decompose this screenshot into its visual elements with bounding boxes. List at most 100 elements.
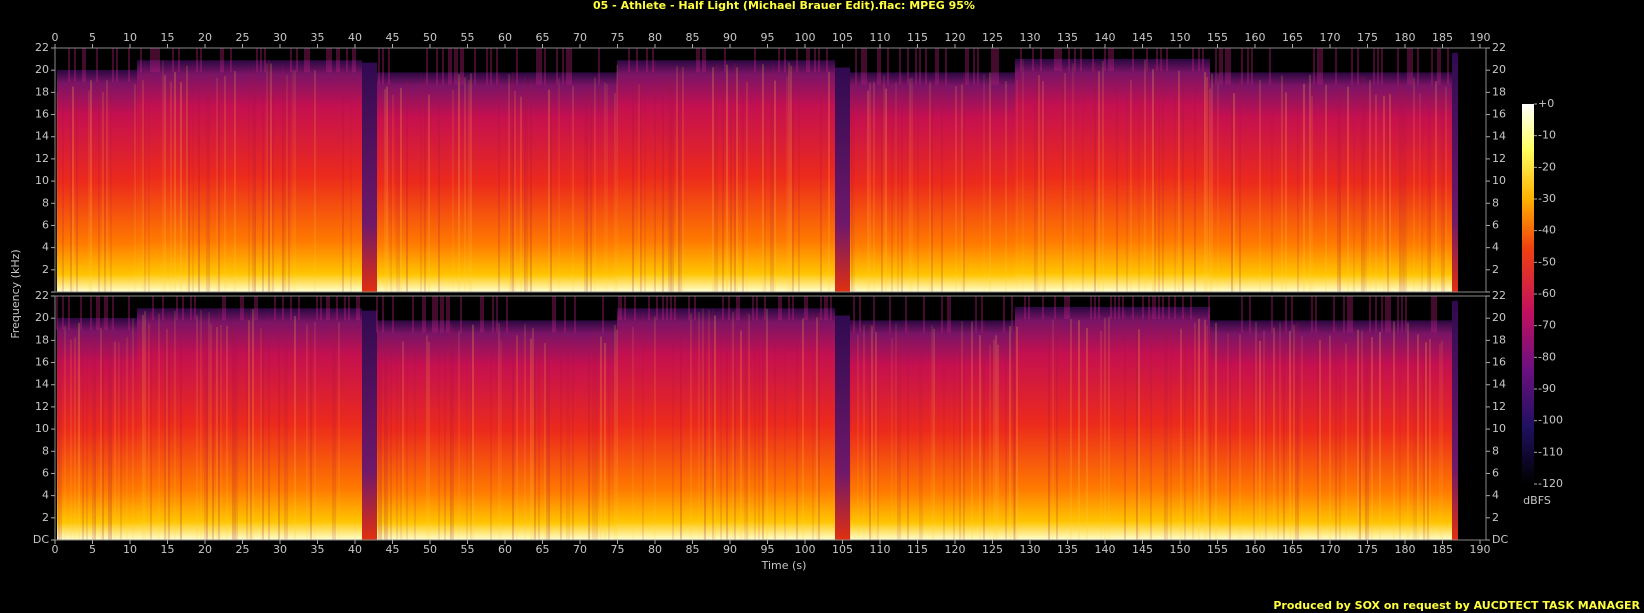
y-tick-label: 8 — [1492, 444, 1499, 457]
y-tick-label: 16 — [35, 108, 49, 121]
x-tick-label: 15 — [161, 31, 175, 44]
x-tick-label: 35 — [311, 543, 325, 556]
x-tick-label: 75 — [611, 543, 625, 556]
y-tick-label: 10 — [1492, 174, 1506, 187]
x-tick-label: 145 — [1132, 31, 1153, 44]
y-tick-label: 6 — [1492, 466, 1499, 479]
x-tick-label: 70 — [573, 31, 587, 44]
y-tick-label: 22 — [1492, 41, 1506, 54]
x-tick-label: 120 — [945, 31, 966, 44]
x-tick-label: 135 — [1057, 543, 1078, 556]
x-tick-label: 95 — [761, 543, 775, 556]
x-tick-label: 50 — [423, 543, 437, 556]
colorbar-tick-label: -20 — [1538, 160, 1556, 173]
y-tick-label: 18 — [35, 333, 49, 346]
y-tick-label: 8 — [42, 196, 49, 209]
x-tick-label: 10 — [123, 543, 137, 556]
colorbar-tick-label: -10 — [1538, 129, 1556, 142]
x-tick-label: 160 — [1245, 31, 1266, 44]
x-tick-label: 15 — [161, 543, 175, 556]
colorbar-tick-label: -60 — [1538, 287, 1556, 300]
spectrum-region — [377, 72, 617, 293]
x-tick-label: 125 — [982, 543, 1003, 556]
x-tick-label: 120 — [945, 543, 966, 556]
x-tick-label: 10 — [123, 31, 137, 44]
x-tick-label: 155 — [1207, 543, 1228, 556]
spectrum-region — [1210, 320, 1452, 540]
y-tick-label: 12 — [35, 400, 49, 413]
y-tick-label: 2 — [1492, 511, 1499, 524]
x-tick-label: 90 — [723, 31, 737, 44]
x-tick-label: 175 — [1357, 543, 1378, 556]
x-tick-label: 60 — [498, 543, 512, 556]
y-tick-label: 2 — [1492, 263, 1499, 276]
spectrogram-image — [55, 48, 1486, 540]
y-tick-label: 14 — [1492, 130, 1506, 143]
x-tick-label: 0 — [52, 31, 59, 44]
spectrum-region — [617, 308, 835, 540]
x-tick-label: 180 — [1395, 31, 1416, 44]
spectrum-region — [57, 317, 137, 540]
y-tick-label: 12 — [1492, 400, 1506, 413]
x-tick-label: 155 — [1207, 31, 1228, 44]
y-tick-label: 18 — [35, 85, 49, 98]
x-tick-label: 160 — [1245, 543, 1266, 556]
spectrum-region — [850, 320, 1015, 540]
x-tick-label: 85 — [686, 543, 700, 556]
y-tick-label: 14 — [1492, 378, 1506, 391]
x-tick-label: 150 — [1170, 31, 1191, 44]
x-tick-label: 75 — [611, 31, 625, 44]
y-axis-label: Frequency (kHz) — [9, 249, 22, 338]
x-tick-label: 165 — [1282, 543, 1303, 556]
x-tick-label: 20 — [198, 31, 212, 44]
x-tick-label: 85 — [686, 31, 700, 44]
y-tick-label: 8 — [1492, 196, 1499, 209]
colorbar-tick-label: -100 — [1538, 414, 1563, 427]
y-tick-label: 14 — [35, 130, 49, 143]
spectrum-region — [1452, 52, 1458, 292]
x-tick-label: 50 — [423, 31, 437, 44]
x-tick-label: 60 — [498, 31, 512, 44]
y-tick-label: DC — [1492, 533, 1508, 546]
y-tick-label: 8 — [42, 444, 49, 457]
x-tick-label: 20 — [198, 543, 212, 556]
y-tick-label: 6 — [42, 466, 49, 479]
y-tick-label: 12 — [1492, 152, 1506, 165]
plot-frame — [54, 295, 1487, 541]
y-tick-label: DC — [33, 533, 49, 546]
colorbar-tick-label: -80 — [1538, 350, 1556, 363]
x-tick-label: 55 — [461, 31, 475, 44]
x-tick-label: 45 — [386, 31, 400, 44]
y-tick-label: 10 — [1492, 422, 1506, 435]
x-tick-label: 110 — [870, 31, 891, 44]
x-tick-label: 130 — [1020, 543, 1041, 556]
x-tick-label: 0 — [52, 543, 59, 556]
x-tick-label: 115 — [907, 31, 928, 44]
spectrum-region — [362, 62, 377, 292]
spectrum-region — [1015, 306, 1210, 540]
x-tick-label: 25 — [236, 543, 250, 556]
x-tick-label: 105 — [832, 31, 853, 44]
x-tick-label: 65 — [536, 543, 550, 556]
x-tick-label: 40 — [348, 543, 362, 556]
x-tick-label: 95 — [761, 31, 775, 44]
x-tick-label: 25 — [236, 31, 250, 44]
spectrum-region — [377, 320, 617, 540]
y-tick-label: 16 — [1492, 356, 1506, 369]
y-tick-label: 22 — [35, 289, 49, 302]
x-tick-label: 35 — [311, 31, 325, 44]
y-tick-label: 18 — [1492, 85, 1506, 98]
colorbar-tick-label: -40 — [1538, 224, 1556, 237]
colorbar-tick-label: -30 — [1538, 192, 1556, 205]
y-tick-label: 6 — [42, 218, 49, 231]
spectrum-region — [1452, 300, 1458, 540]
x-tick-label: 110 — [870, 543, 891, 556]
x-tick-label: 45 — [386, 543, 400, 556]
x-tick-label: 65 — [536, 31, 550, 44]
x-tick-label: 170 — [1320, 31, 1341, 44]
x-tick-label: 30 — [273, 543, 287, 556]
x-tick-label: 170 — [1320, 543, 1341, 556]
x-tick-label: 190 — [1470, 543, 1491, 556]
x-tick-label: 140 — [1095, 543, 1116, 556]
y-tick-label: 20 — [1492, 63, 1506, 76]
